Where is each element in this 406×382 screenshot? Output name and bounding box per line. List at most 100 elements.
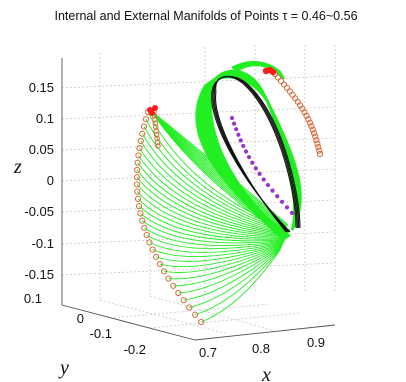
y-tick-label: -0.1 bbox=[90, 326, 112, 341]
circle-point bbox=[143, 232, 150, 239]
axes-frame bbox=[61, 45, 336, 341]
manifold-line bbox=[141, 133, 290, 233]
data-marks bbox=[133, 61, 324, 326]
circle-point bbox=[186, 304, 193, 311]
circle-point bbox=[133, 166, 141, 174]
circle-point bbox=[165, 275, 172, 282]
manifold-line bbox=[168, 245, 283, 280]
x-tick-label: 0.7 bbox=[199, 345, 217, 360]
circle-point bbox=[312, 133, 319, 140]
purple-point bbox=[241, 143, 246, 149]
circle-point bbox=[139, 217, 146, 224]
manifold-line bbox=[201, 249, 281, 323]
circle-point bbox=[170, 282, 177, 289]
manifold-line bbox=[138, 155, 289, 235]
grid-line bbox=[61, 137, 336, 151]
circle-point bbox=[274, 74, 282, 81]
purple-point bbox=[234, 127, 239, 132]
circle-point bbox=[152, 124, 159, 130]
manifold-line bbox=[149, 241, 284, 253]
circle-point bbox=[308, 123, 315, 130]
purple-point bbox=[261, 177, 266, 182]
circle-point bbox=[133, 174, 140, 181]
manifold-line bbox=[138, 205, 286, 240]
circle-point bbox=[313, 136, 320, 144]
circle-point bbox=[277, 77, 285, 85]
y-tick-label: 0.1 bbox=[24, 291, 42, 306]
x-axis-label: x bbox=[261, 364, 271, 382]
manifold-line bbox=[140, 213, 286, 242]
red-marker bbox=[152, 105, 158, 111]
manifold-band bbox=[195, 76, 302, 241]
grid-line bbox=[149, 295, 273, 331]
purple-point bbox=[284, 205, 290, 210]
grid-line bbox=[61, 168, 336, 182]
manifold-line bbox=[136, 169, 288, 236]
purple-point bbox=[275, 194, 280, 199]
circle-point bbox=[139, 130, 146, 137]
purple-point bbox=[257, 171, 262, 176]
y-axis-line bbox=[61, 304, 196, 341]
manifold-line bbox=[140, 140, 289, 234]
circle-point bbox=[316, 150, 324, 158]
circle-point bbox=[316, 147, 323, 154]
circle-point bbox=[155, 143, 161, 149]
grid-line bbox=[61, 231, 336, 245]
manifold-line bbox=[194, 249, 281, 316]
circle-point bbox=[314, 140, 321, 147]
grid-line bbox=[61, 75, 336, 89]
circle-point bbox=[301, 109, 308, 116]
circle-point bbox=[142, 116, 150, 123]
circle-point bbox=[280, 81, 288, 88]
z-axis-label: z bbox=[13, 156, 22, 178]
purple-point bbox=[236, 132, 241, 137]
y-tick-label: -0.2 bbox=[124, 342, 146, 357]
purple-point bbox=[270, 188, 275, 193]
manifold-line bbox=[155, 243, 284, 262]
manifold-line bbox=[137, 162, 288, 236]
manifold-line bbox=[173, 246, 282, 287]
grid-line bbox=[109, 303, 271, 319]
purple-point bbox=[279, 199, 285, 204]
z-tick-label: 0.1 bbox=[36, 111, 54, 126]
purple-point bbox=[253, 166, 258, 171]
circle-point bbox=[137, 210, 144, 217]
circle-point bbox=[135, 152, 142, 159]
purple-point bbox=[250, 160, 255, 165]
circle-point bbox=[175, 289, 182, 297]
circle-point bbox=[311, 130, 318, 137]
circle-point bbox=[134, 195, 142, 202]
circle-point bbox=[152, 120, 159, 127]
circle-point bbox=[303, 112, 310, 119]
purple-point bbox=[243, 149, 249, 154]
circle-point bbox=[135, 203, 143, 210]
circle-point bbox=[154, 135, 160, 142]
manifold-line bbox=[150, 111, 287, 229]
purple-point bbox=[289, 210, 295, 216]
circle-point bbox=[315, 143, 322, 151]
circle-point bbox=[156, 260, 164, 268]
circle-point bbox=[153, 131, 160, 138]
circle-point bbox=[152, 253, 160, 260]
grid-line bbox=[149, 312, 301, 329]
circle-point bbox=[134, 159, 141, 166]
purple-point bbox=[238, 138, 243, 143]
circle-point bbox=[153, 128, 160, 134]
circle-point bbox=[180, 297, 187, 304]
manifold-line bbox=[144, 227, 285, 246]
manifold-line bbox=[151, 111, 287, 230]
red-marker bbox=[269, 68, 277, 76]
circle-point bbox=[305, 116, 312, 123]
manifold-line bbox=[141, 220, 285, 244]
circle-point bbox=[137, 137, 144, 145]
circle-point bbox=[133, 181, 141, 188]
manifold-line bbox=[139, 147, 289, 234]
y-axis-label: y bbox=[58, 357, 69, 379]
purple-point bbox=[246, 155, 252, 160]
manifold-line bbox=[150, 110, 288, 228]
manifold-line bbox=[183, 247, 282, 301]
manifold-line bbox=[163, 244, 283, 273]
manifold-line bbox=[159, 244, 283, 268]
